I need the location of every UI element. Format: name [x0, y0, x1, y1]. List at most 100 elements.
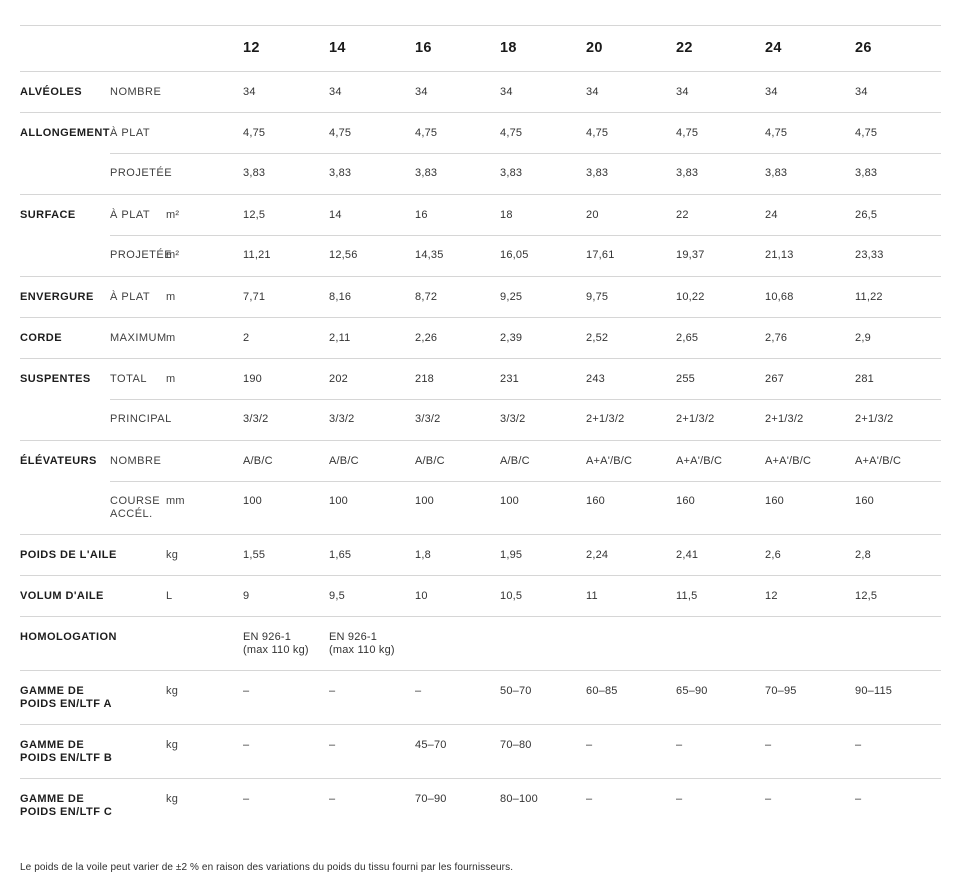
row-group-label: VOLUM D'AILE	[20, 590, 104, 602]
spec-row: SUSPENTES TOTAL m 190 202 218 231 243 255 267 281	[20, 358, 941, 399]
spec-row: SURFACE À PLAT m² 12,5 14 16 18 20 22 24 26,5	[20, 194, 941, 235]
row-unit	[166, 72, 243, 112]
cell-value: 3,83	[243, 167, 266, 179]
cell-value: 243	[586, 373, 605, 385]
cell-value	[765, 617, 855, 670]
cell-value: A+A'/B/C	[676, 455, 723, 467]
cell-value: 9,25	[500, 291, 523, 303]
cell-value: 1,55	[243, 549, 266, 561]
cell-value: 18	[500, 209, 513, 221]
cell-value: 4,75	[586, 127, 609, 139]
cell-value	[415, 617, 500, 670]
cell-value: 100	[415, 495, 434, 507]
row-group-label	[20, 481, 110, 534]
spec-row: GAMME DE POIDS EN/LTF B kg – – 45–70 70–80 – – –…	[20, 724, 941, 778]
cell-value: 3/3/2	[329, 413, 355, 425]
row-sub-label: À PLAT	[110, 127, 151, 139]
spec-rows: ALVÉOLES NOMBRE 34 34 34 34 34 34 34 34 ALLONGEMEN…	[20, 71, 941, 832]
cell-value	[855, 617, 941, 670]
cell-value: 2,65	[676, 332, 699, 344]
cell-value: EN 926-1 (max 110 kg)	[243, 631, 309, 656]
cell-value: 4,75	[329, 127, 352, 139]
cell-value: –	[676, 793, 683, 805]
cell-value: 34	[765, 86, 778, 98]
cell-value: 34	[586, 86, 599, 98]
size-column-header: 22	[676, 40, 693, 56]
cell-value: A+A'/B/C	[765, 455, 812, 467]
spec-row: PRINCIPAL 3/3/2 3/3/2 3/3/2 3/3/2 2+1/3/2 2+1/…	[20, 399, 941, 440]
cell-value: 34	[243, 86, 256, 98]
row-group-label: CORDE	[20, 332, 62, 344]
cell-value: 4,75	[765, 127, 788, 139]
spec-row: GAMME DE POIDS EN/LTF C kg – – 70–90 80–100 – –…	[20, 778, 941, 832]
size-column-header: 16	[415, 40, 432, 56]
cell-value: –	[415, 685, 422, 697]
row-group-label: ENVERGURE	[20, 291, 94, 303]
cell-value: 2	[243, 332, 250, 344]
row-unit: m	[166, 373, 176, 385]
cell-value: –	[329, 793, 336, 805]
cell-value: 4,75	[500, 127, 523, 139]
cell-value: 218	[415, 373, 434, 385]
spec-row: PROJETÉE m² 11,21 12,56 14,35 16,05 17,61 19,37…	[20, 235, 941, 276]
row-sub-label: À PLAT	[110, 291, 151, 303]
footnote: Le poids de la voile peut varier de ±2 %…	[20, 862, 514, 873]
row-group-label	[20, 399, 110, 440]
cell-value: 2,52	[586, 332, 609, 344]
cell-value: 100	[243, 495, 262, 507]
cell-value: 22	[676, 209, 689, 221]
cell-value: 100	[500, 495, 519, 507]
cell-value: 16,05	[500, 249, 529, 261]
row-sub-label: PROJETÉE	[110, 167, 173, 179]
cell-value: 2,39	[500, 332, 523, 344]
cell-value: –	[676, 739, 683, 751]
spec-row: HOMOLOGATION EN 926-1 (max 110 kg) EN 926-…	[20, 616, 941, 670]
cell-value: 9	[243, 590, 250, 602]
cell-value: 2+1/3/2	[586, 413, 625, 425]
spec-row: CORDE MAXIMUM m 2 2,11 2,26 2,39 2,52 2,65 2,76 2,…	[20, 317, 941, 358]
cell-value: –	[765, 793, 772, 805]
spec-row: VOLUM D'AILE L 9 9,5 10 10,5 11 11,5 12 12,5	[20, 575, 941, 616]
row-group-label: GAMME DE POIDS EN/LTF A	[20, 685, 112, 710]
cell-value: 2,26	[415, 332, 438, 344]
cell-value: 70–80	[500, 739, 532, 751]
cell-value: 34	[676, 86, 689, 98]
cell-value: 16	[415, 209, 428, 221]
cell-value: 11,22	[855, 291, 883, 303]
cell-value: 26,5	[855, 209, 878, 221]
cell-value: –	[765, 739, 772, 751]
row-sub-label	[110, 576, 166, 616]
cell-value: 65–90	[676, 685, 708, 697]
row-group-label: ALVÉOLES	[20, 86, 83, 98]
size-column-header: 12	[243, 40, 260, 56]
spec-row: ÉLÉVATEURS NOMBRE A/B/C A/B/C A/B/C A/B/C A+A'…	[20, 440, 941, 481]
cell-value: 19,37	[676, 249, 705, 261]
cell-value: A+A'/B/C	[586, 455, 633, 467]
cell-value: 12,5	[243, 209, 266, 221]
cell-value	[676, 617, 765, 670]
row-sub-label: COURSE ACCÉL.	[110, 495, 161, 520]
cell-value: 9,5	[329, 590, 345, 602]
cell-value: 3,83	[765, 167, 788, 179]
cell-value: –	[855, 793, 862, 805]
cell-value: 2+1/3/2	[676, 413, 715, 425]
cell-value: 2,41	[676, 549, 699, 561]
cell-value: 100	[329, 495, 348, 507]
row-unit: m	[166, 291, 176, 303]
cell-value: 160	[586, 495, 605, 507]
row-sub-label: TOTAL	[110, 373, 147, 385]
cell-value: 12,56	[329, 249, 358, 261]
cell-value: 2+1/3/2	[765, 413, 804, 425]
cell-value: 3,83	[855, 167, 878, 179]
row-unit	[166, 617, 243, 670]
cell-value: 17,61	[586, 249, 615, 261]
cell-value: –	[586, 793, 593, 805]
row-group-label: GAMME DE POIDS EN/LTF C	[20, 793, 113, 818]
cell-value: 3/3/2	[500, 413, 526, 425]
cell-value: A+A'/B/C	[855, 455, 902, 467]
cell-value: 4,75	[855, 127, 878, 139]
cell-value: 12,5	[855, 590, 878, 602]
row-sub-label: PRINCIPAL	[110, 413, 172, 425]
row-group-label: GAMME DE POIDS EN/LTF B	[20, 739, 113, 764]
